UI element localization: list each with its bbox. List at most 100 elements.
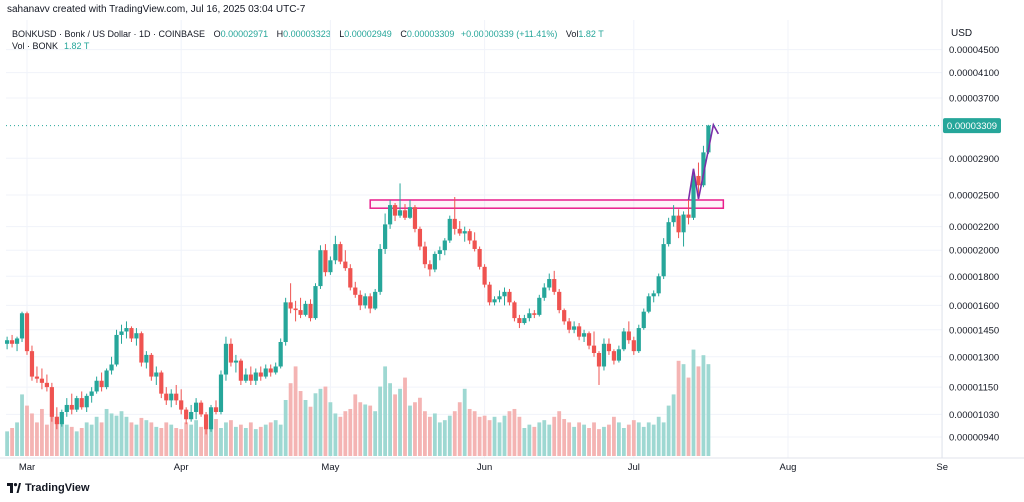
candle-body <box>576 326 582 337</box>
candle-body <box>472 240 477 249</box>
volume-bar <box>129 422 134 456</box>
candle-body <box>666 222 671 245</box>
candle-body <box>74 398 79 410</box>
candle-body <box>283 302 288 343</box>
candle-body <box>397 210 403 216</box>
volume-bar <box>214 419 218 456</box>
volume-bar <box>621 428 626 456</box>
volume-bar <box>676 360 681 456</box>
candle-body <box>273 366 278 373</box>
volume-bar <box>636 422 641 456</box>
volume-bar <box>626 424 631 456</box>
candle-body <box>636 328 641 352</box>
change-value: +0.00000339 (+11.41%) <box>460 29 558 39</box>
candle-body <box>402 210 408 218</box>
price-tick-label: 0.00001150 <box>949 383 999 394</box>
volume-legend[interactable]: Vol · BONK 1.82 T <box>12 41 89 51</box>
candle-body <box>253 372 258 381</box>
candle-body <box>502 291 507 297</box>
volume-bar <box>597 429 601 456</box>
volume-bar <box>199 426 203 456</box>
volume-bar <box>328 402 333 456</box>
volume-bar <box>607 424 611 456</box>
price-tick-label: 0.00004100 <box>949 68 999 79</box>
volume-bar <box>258 426 263 456</box>
candle-body <box>567 321 572 330</box>
volume-bar <box>84 422 89 456</box>
last-price-tag[interactable] <box>943 118 1001 134</box>
time-tick-label: Jul <box>628 462 640 473</box>
volume-bar <box>219 428 223 456</box>
volume-bar <box>378 386 383 456</box>
volume-bar <box>30 413 34 456</box>
candle-body <box>681 214 686 233</box>
candle-body <box>512 302 517 319</box>
time-tick-label: May <box>321 462 339 473</box>
brand-name: TradingView <box>25 482 90 494</box>
candle-body <box>437 250 442 254</box>
candle-body <box>258 372 263 377</box>
candle-body <box>542 287 547 298</box>
candle-body <box>144 354 149 363</box>
volume-bar <box>432 413 437 456</box>
time-tick-label: Jun <box>477 462 492 473</box>
volume-bar <box>25 405 29 456</box>
volume-bar <box>10 428 14 456</box>
candle-body <box>84 395 89 408</box>
candle-body <box>696 175 701 186</box>
candle-body <box>532 313 537 315</box>
candle-body <box>671 215 676 223</box>
volume-bar <box>184 422 189 456</box>
candle-body <box>552 279 557 292</box>
volume-bar <box>69 426 74 456</box>
candle-body <box>203 414 209 430</box>
volume-bar <box>44 424 49 456</box>
volume-bar <box>457 402 462 456</box>
candle-body <box>467 231 472 241</box>
candle-body <box>422 246 428 265</box>
candle-body <box>343 261 348 269</box>
candle-body <box>54 416 59 425</box>
candle-body <box>213 407 219 412</box>
symbol-legend[interactable]: BONKUSD · Bonk / US Dollar · 1D · COINBA… <box>12 29 604 39</box>
volume-bar <box>338 416 343 456</box>
volume-bar <box>467 408 472 456</box>
pattern-drawing-line[interactable] <box>687 122 720 201</box>
volume-bar <box>641 426 646 456</box>
volume-bar <box>413 402 417 456</box>
candle-body <box>24 313 30 352</box>
volume-bar <box>656 416 661 456</box>
volume-bar <box>238 424 243 456</box>
volume-bar <box>278 424 283 456</box>
volume-bar <box>5 431 10 456</box>
candle-body <box>263 368 268 377</box>
candle-body <box>293 308 298 311</box>
candle-body <box>318 250 323 287</box>
candle-body <box>169 393 174 401</box>
candle-body <box>19 313 25 339</box>
volume-bar <box>119 411 124 456</box>
candle-body <box>363 296 368 306</box>
volume-bar <box>323 386 328 456</box>
candle-body <box>288 302 293 309</box>
candle-body <box>348 268 353 288</box>
volume-bar <box>348 408 353 456</box>
candle-body <box>238 360 243 381</box>
volume-bar <box>104 408 109 456</box>
candle-body <box>308 303 313 319</box>
low-label: L <box>339 29 345 39</box>
currency-label[interactable]: USD <box>951 28 973 39</box>
candle-body <box>417 228 423 247</box>
candle-body <box>606 343 612 352</box>
candle-body <box>442 240 447 251</box>
volume-bar <box>204 422 208 456</box>
price-tick-label: 0.00002900 <box>949 154 999 165</box>
volume-bar <box>666 405 671 456</box>
candle-body <box>223 343 229 375</box>
tradingview-brand: TradingView <box>7 482 90 494</box>
volume-bar <box>243 428 248 456</box>
price-tick-label: 0.00000940 <box>949 433 999 444</box>
resistance-zone-rectangle[interactable] <box>369 199 725 209</box>
volume-bar <box>447 415 452 456</box>
